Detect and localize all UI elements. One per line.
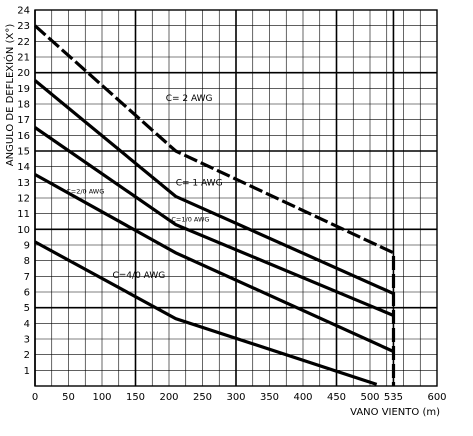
- y-tick-label: 10: [17, 225, 30, 236]
- series-lines: [33, 24, 396, 386]
- y-tick-label: 19: [17, 84, 30, 95]
- y-axis-label: ANGULO DE DEFLEXIÓN (X°): [3, 24, 16, 167]
- x-tick-labels: 0 50 100 150 200 250 300 350 400 450 500 535 600: [32, 392, 447, 403]
- x-tick-label: 200: [159, 392, 178, 403]
- y-tick-label: 18: [17, 100, 30, 111]
- grid-major: [34, 9, 438, 387]
- series-line-5: [34, 240, 378, 386]
- curve-label: C= 1 AWG: [176, 178, 223, 188]
- y-tick-label: 12: [17, 194, 30, 205]
- y-tick-label: 5: [24, 303, 30, 314]
- curve-label: C= 2 AWG: [166, 94, 213, 104]
- y-tick-label: 9: [24, 241, 30, 252]
- y-tick-label: 16: [17, 131, 30, 142]
- series-line-3: [34, 126, 395, 317]
- y-tick-label: 15: [17, 147, 30, 158]
- x-tick-label: 100: [92, 392, 111, 403]
- x-tick-label: 350: [260, 392, 279, 403]
- x-tick-label: 400: [293, 392, 312, 403]
- y-tick-label: 24: [17, 6, 30, 17]
- series-line-2: [33, 79, 395, 296]
- x-tick-label: 535: [384, 392, 403, 403]
- curve-label: C=1/0 AWG: [171, 216, 209, 224]
- y-tick-label: 21: [17, 53, 30, 64]
- x-tick-label: 250: [193, 392, 212, 403]
- series-line-4: [34, 173, 395, 353]
- curve-label: C=2/0 AWG: [66, 187, 104, 195]
- x-tick-label: 300: [226, 392, 245, 403]
- curve-annotations: C= 2 AWG C= 1 AWG C=1/0 AWG C=2/0 AWG C=4/0 …: [66, 94, 222, 281]
- y-tick-label: 6: [24, 288, 30, 299]
- y-tick-label: 13: [17, 178, 30, 189]
- y-tick-label: 1: [24, 366, 30, 377]
- y-tick-label: 4: [24, 319, 30, 330]
- y-tick-label: 11: [17, 209, 30, 220]
- x-tick-label: 150: [126, 392, 145, 403]
- x-tick-label: 0: [32, 392, 38, 403]
- y-tick-label: 17: [17, 115, 30, 126]
- x-tick-label: 50: [62, 392, 75, 403]
- x-axis-label: VANO VIENTO (m): [350, 407, 440, 418]
- plot-frame: [34, 9, 438, 387]
- x-tick-label: 450: [327, 392, 346, 403]
- series-line-1: [33, 24, 396, 386]
- y-tick-label: 23: [17, 21, 30, 32]
- x-tick-label: 500: [360, 392, 379, 403]
- y-tick-label: 7: [24, 272, 30, 283]
- y-tick-label: 20: [17, 68, 30, 79]
- y-tick-label: 22: [17, 37, 30, 48]
- x-tick-label: 600: [427, 392, 446, 403]
- y-tick-label: 2: [24, 350, 30, 361]
- y-tick-label: 14: [17, 162, 30, 173]
- y-tick-label: 8: [24, 256, 30, 267]
- y-tick-label: 3: [24, 335, 30, 346]
- curve-label: C=4/0 AWG: [112, 271, 165, 281]
